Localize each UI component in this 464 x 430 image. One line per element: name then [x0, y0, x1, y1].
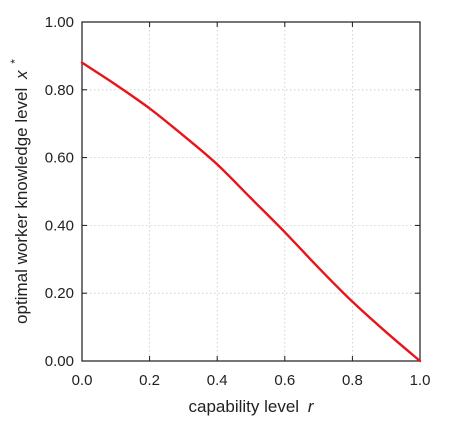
y-tick-labels: 0.00 0.20 0.40 0.60 0.80 1.00: [45, 14, 74, 370]
y-axis-superscript: *: [8, 59, 22, 64]
series-line: [80, 61, 422, 363]
y-tick-label: 0.00: [45, 353, 74, 370]
x-tick-label: 0.6: [274, 372, 295, 389]
x-axis-label-text: capability level: [189, 397, 300, 416]
grid-lines: [82, 22, 420, 361]
y-tick-label: 1.00: [45, 14, 74, 31]
x-tick-label: 0.2: [139, 372, 160, 389]
x-axis-symbol: r: [308, 397, 315, 416]
y-tick-label: 0.80: [45, 82, 74, 99]
plot-area-frame: [81, 21, 421, 362]
y-tick-label: 0.40: [45, 217, 74, 234]
x-tick-label: 1.0: [410, 372, 431, 389]
y-tick-label: 0.60: [45, 150, 74, 167]
x-tick-label: 0.8: [342, 372, 363, 389]
y-tick-label: 0.20: [45, 285, 74, 302]
y-axis-label-text: optimal worker knowledge level: [12, 88, 31, 324]
y-axis-title: optimal worker knowledge level x *: [8, 59, 31, 324]
x-tick-label: 0.4: [207, 372, 228, 389]
tick-marks: [81, 21, 421, 362]
y-axis-symbol: x: [12, 70, 31, 80]
x-axis-title: capability level r: [189, 397, 315, 416]
x-tick-label: 0.0: [72, 372, 93, 389]
x-tick-labels: 0.0 0.2 0.4 0.6 0.8 1.0: [72, 372, 431, 389]
